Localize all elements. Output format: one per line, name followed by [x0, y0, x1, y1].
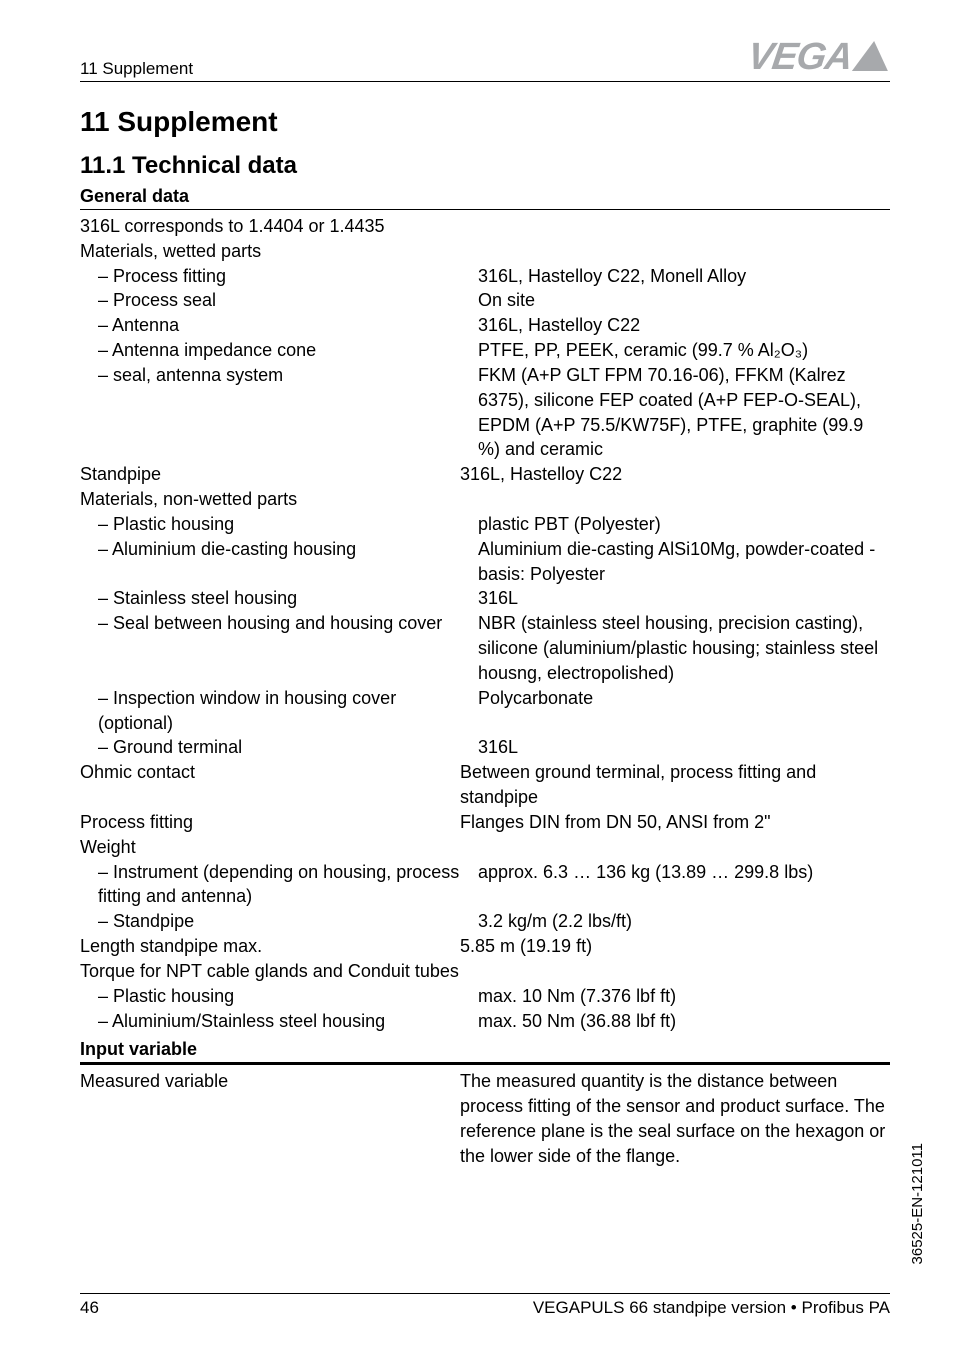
standpipe-label: Standpipe	[80, 462, 460, 487]
plain2-label: Length standpipe max.	[80, 934, 460, 959]
items1-label: Process fitting	[80, 264, 478, 289]
items4-value: max. 10 Nm (7.376 lbf ft)	[478, 984, 890, 1009]
vega-logo-triangle-icon	[852, 41, 892, 71]
measured-variable-value: The measured quantity is the distance be…	[460, 1069, 890, 1168]
page-number: 46	[80, 1298, 99, 1318]
items2-label: Stainless steel housing	[80, 586, 478, 611]
items2-value: 316L	[478, 735, 890, 760]
items2-value: Polycarbonate	[478, 686, 890, 711]
plain2-value: 5.85 m (19.19 ft)	[460, 934, 890, 959]
plain1-value: Flanges DIN from DN 50, ANSI from 2"	[460, 810, 890, 835]
items4-label: Aluminium/Stainless steel housing	[80, 1009, 478, 1034]
torque-label: Torque for NPT cable glands and Conduit …	[80, 959, 469, 984]
items1-label: Process seal	[80, 288, 478, 313]
general-data-heading: General data	[80, 186, 890, 210]
section-heading: 11.1 Technical data	[80, 152, 890, 180]
items3-value: approx. 6.3 … 136 kg (13.89 … 299.8 lbs)	[478, 860, 890, 885]
items2-label: Aluminium die-casting housing	[80, 537, 478, 562]
items1-value: PTFE, PP, PEEK, ceramic (99.7 % Al₂O₃)	[478, 338, 890, 363]
plain1-value: Between ground terminal, process fitting…	[460, 760, 890, 810]
plain1-label: Process fitting	[80, 810, 460, 835]
standpipe-value: 316L, Hastelloy C22	[460, 462, 890, 487]
items1-value: 316L, Hastelloy C22	[478, 313, 890, 338]
vega-logo-text: VEGA	[745, 36, 855, 79]
vega-logo: VEGA	[748, 36, 890, 79]
items2-value: plastic PBT (Polyester)	[478, 512, 890, 537]
items2-label: Seal between housing and housing cover	[80, 611, 478, 636]
items1-value: On site	[478, 288, 890, 313]
input-variable-heading: Input variable	[80, 1039, 890, 1065]
weight-label: Weight	[80, 835, 146, 860]
materials-nonwetted-label: Materials, non-wetted parts	[80, 487, 307, 512]
items2-value: NBR (stainless steel housing, precision …	[478, 611, 890, 685]
items1-label: Antenna	[80, 313, 478, 338]
measured-variable-label: Measured variable	[80, 1069, 460, 1094]
items2-label: Ground terminal	[80, 735, 478, 760]
chapter-heading: 11 Supplement	[80, 106, 890, 138]
items2-label: Plastic housing	[80, 512, 478, 537]
items1-label: Antenna impedance cone	[80, 338, 478, 363]
items2-value: Aluminium die-casting AlSi10Mg, powder-c…	[478, 537, 890, 587]
footer-title: VEGAPULS 66 standpipe version • Profibus…	[533, 1298, 890, 1318]
items3-label: Instrument (depending on housing, proces…	[80, 860, 478, 910]
items2-value: 316L	[478, 586, 890, 611]
items1-value: FKM (A+P GLT FPM 70.16-06), FFKM (Kalrez…	[478, 363, 890, 462]
items3-label: Standpipe	[80, 909, 478, 934]
items3-value: 3.2 kg/m (2.2 lbs/ft)	[478, 909, 890, 934]
items1-label: seal, antenna system	[80, 363, 478, 388]
plain1-label: Ohmic contact	[80, 760, 460, 785]
items4-value: max. 50 Nm (36.88 lbf ft)	[478, 1009, 890, 1034]
items4-label: Plastic housing	[80, 984, 478, 1009]
items1-value: 316L, Hastelloy C22, Monell Alloy	[478, 264, 890, 289]
document-number: 36525-EN-121011	[909, 1143, 926, 1264]
header-section-label: 11 Supplement	[80, 59, 193, 79]
note-316l: 316L corresponds to 1.4404 or 1.4435	[80, 214, 395, 239]
materials-wetted-label: Materials, wetted parts	[80, 239, 271, 264]
items2-label: Inspection window in housing cover (opti…	[80, 686, 478, 736]
